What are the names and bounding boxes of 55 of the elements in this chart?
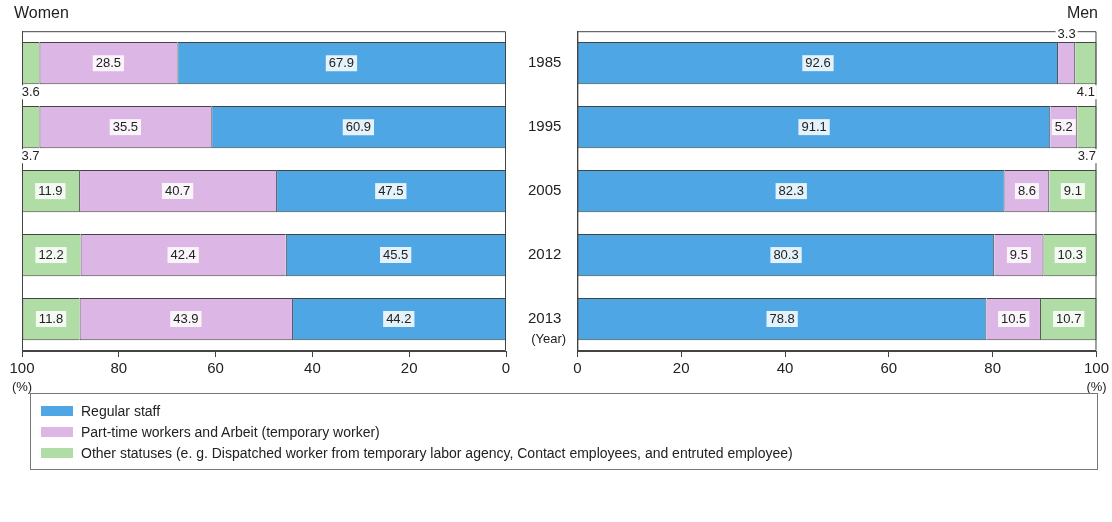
data-label: 10.3: [1057, 246, 1083, 262]
y-tick-label: 1995: [528, 117, 562, 135]
x-tick-label: 60: [880, 359, 898, 377]
data-label: 3.7: [21, 147, 40, 163]
data-label: 3.6: [21, 83, 40, 99]
data-label: 5.2: [1054, 118, 1073, 134]
data-label: 10.7: [1056, 310, 1082, 326]
data-label: 45.5: [382, 246, 409, 262]
x-tick-label: 20: [400, 359, 418, 377]
y-tick-label: 2005: [528, 181, 562, 199]
x-tick-label: 0: [573, 359, 582, 377]
data-label: 3.7: [1077, 147, 1096, 163]
data-label: 8.6: [1017, 182, 1036, 198]
data-label: 4.1: [1076, 83, 1095, 99]
data-label: 80.3: [773, 246, 799, 262]
x-tick-label: 100: [1083, 359, 1109, 377]
data-label: 9.1: [1063, 182, 1082, 198]
y-tick-label: 2013: [528, 309, 562, 327]
x-tick-label: 20: [672, 359, 690, 377]
chart-title: Women: [14, 4, 69, 22]
legend-label: Regular staff: [81, 402, 161, 419]
x-tick-label: 0: [501, 359, 511, 377]
data-label: 42.4: [170, 246, 196, 262]
x-axis-title: (%): [11, 379, 33, 394]
x-tick-label: 80: [110, 359, 128, 377]
data-label: 92.6: [805, 54, 831, 70]
data-label: 35.5: [112, 118, 138, 134]
legend-label: Other statuses (e. g. Dispatched worker from temporary labor agency, Contact employees, and entruted employee): [81, 444, 793, 461]
y-tick-label: 2012: [528, 245, 562, 263]
data-label: 78.8: [769, 310, 795, 326]
data-label: 10.5: [1001, 310, 1027, 326]
data-label: 82.3: [778, 182, 804, 198]
y-tick-label: 1985: [528, 53, 562, 71]
data-label: 11.8: [38, 310, 64, 326]
data-label: 3.3: [1057, 25, 1076, 41]
text: (Year): [531, 331, 567, 347]
data-label: 43.9: [173, 310, 199, 326]
data-label: 40.7: [164, 182, 191, 198]
data-label: 67.9: [328, 54, 355, 70]
legend-label: Part-time workers and Arbeit (temporary worker): [81, 423, 380, 440]
x-tick-label: 40: [776, 359, 794, 377]
chart-title: Men: [1066, 4, 1098, 22]
data-label: 11.9: [38, 182, 63, 198]
data-label: 47.5: [378, 182, 404, 198]
x-tick-label: 40: [304, 359, 321, 377]
x-tick-label: 100: [9, 359, 35, 377]
data-label: 12.2: [38, 246, 64, 262]
data-label: 91.1: [801, 118, 827, 134]
data-label: 44.2: [386, 310, 412, 326]
data-label: 60.9: [345, 118, 372, 134]
x-tick-label: 80: [984, 359, 1002, 377]
data-label: 9.5: [1009, 246, 1028, 262]
x-tick-label: 60: [207, 359, 224, 377]
data-label: 28.5: [95, 54, 122, 70]
x-axis-title: (%): [1086, 379, 1107, 394]
